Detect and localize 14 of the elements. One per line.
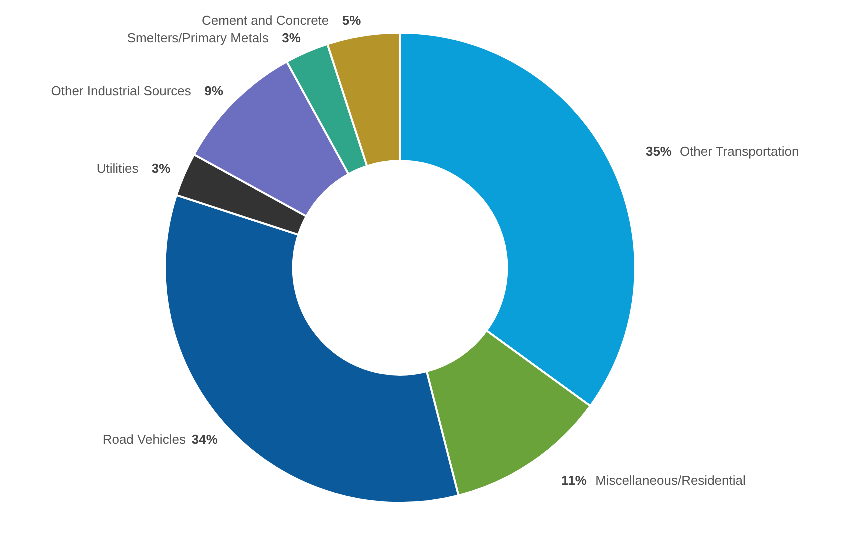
slice-label: Other Industrial Sources	[51, 83, 192, 98]
data-label: 34%	[192, 432, 218, 447]
data-label: 11%	[562, 472, 588, 488]
data-label: 35%	[646, 144, 672, 159]
slice-label: Road Vehicles	[102, 432, 186, 447]
data-label: 5%	[342, 13, 362, 28]
slice-label: Utilities	[96, 161, 140, 176]
slice-label: Cement and Concrete	[202, 13, 330, 28]
data-label: 3%	[152, 161, 172, 176]
slice-label: Miscellaneous/Residential	[596, 472, 746, 488]
slice-label: Other Transportation	[680, 144, 800, 159]
data-label: 9%	[204, 83, 224, 98]
data-label: 3%	[282, 30, 302, 46]
slice-label: Smelters/Primary Metals	[127, 30, 270, 46]
